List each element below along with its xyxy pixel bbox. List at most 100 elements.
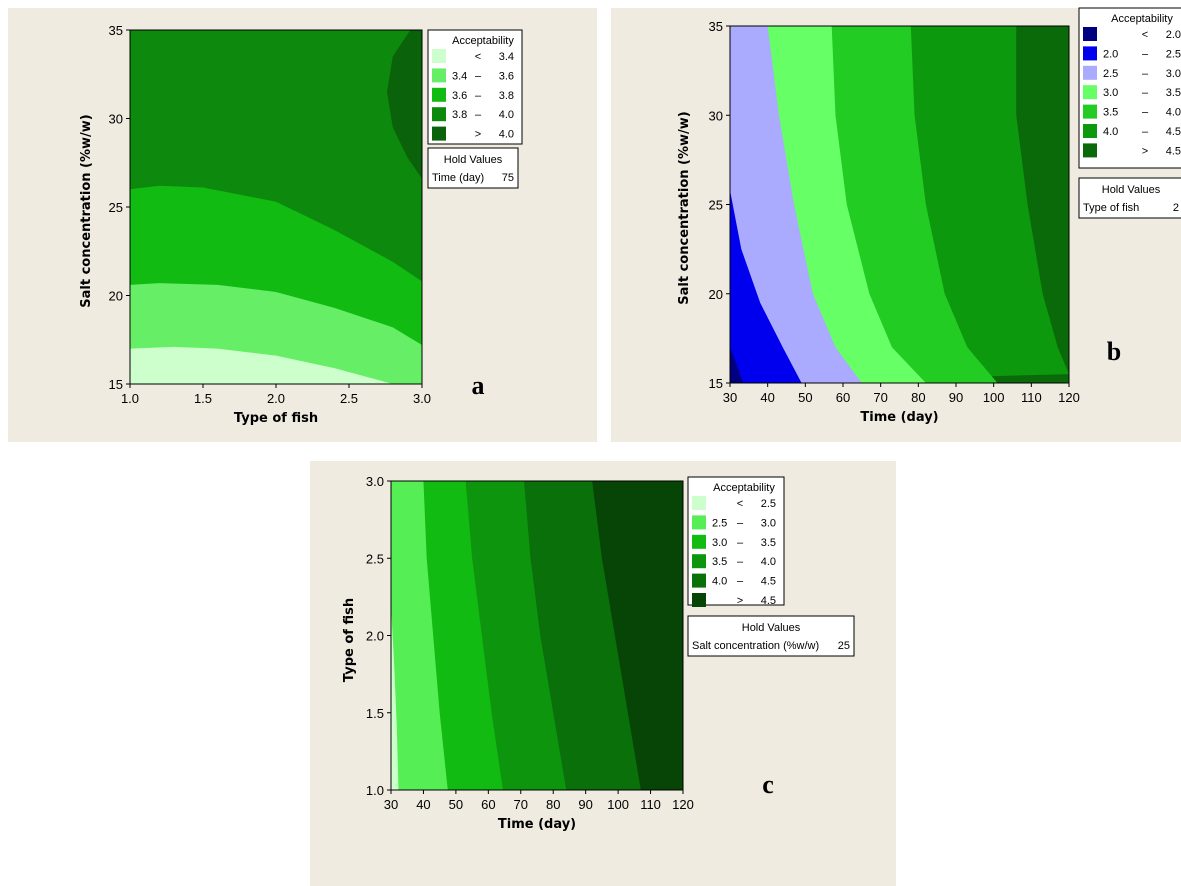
legend-sep: –	[1142, 87, 1149, 99]
legend-high: 3.5	[761, 537, 776, 549]
y-tick-label: 30	[109, 112, 123, 127]
y-tick-label: 1.0	[366, 783, 384, 798]
x-tick-label: 110	[640, 797, 661, 812]
legend-sep: –	[475, 90, 482, 102]
legend-low: 3.0	[712, 537, 727, 549]
legend-sep: <	[737, 498, 743, 510]
legend-swatch	[432, 87, 446, 102]
legend-swatch	[692, 593, 706, 607]
legend-low: 2.0	[1103, 48, 1118, 60]
hold-value-number: 25	[838, 640, 850, 652]
contour-plot-b: 30 40 50 60 70 80 90 100 110 120 15 20 25 30 35 Time (d…	[677, 7, 1181, 425]
legend-sep: –	[737, 556, 744, 568]
legend-high: 4.0	[499, 109, 514, 121]
legend-low: 3.0	[1103, 87, 1118, 99]
y-tick-label: 2.5	[366, 551, 384, 566]
panel-letter-label: a	[472, 371, 485, 400]
x-tick-label: 60	[481, 797, 495, 812]
legend-sep: –	[1142, 126, 1149, 138]
legend-sep: –	[475, 70, 482, 82]
y-tick-label: 25	[709, 198, 723, 213]
legend-sep: <	[475, 51, 481, 63]
contour-plot-c: 30 40 50 60 70 80 90 100 110 120 1.0 1.5 2.0 2.5 3.0 Ti…	[342, 474, 855, 832]
hold-value-label: Time (day)	[432, 172, 484, 184]
legend-swatch	[692, 515, 706, 530]
y-tick-label: 20	[709, 287, 723, 302]
legend-high: 3.4	[499, 51, 514, 63]
y-tick-label: 15	[109, 377, 123, 392]
contour-regions	[130, 30, 422, 384]
legend-high: 2.5	[1166, 48, 1181, 60]
legend-sep: –	[1142, 107, 1149, 119]
contour-region-1	[730, 347, 744, 383]
hold-value-number: 2	[1173, 202, 1179, 214]
legend-high: 2.0	[1166, 29, 1181, 41]
legend-low: 3.6	[452, 90, 467, 102]
x-tick-label: 80	[911, 390, 925, 405]
legend-low: 3.8	[452, 109, 467, 121]
contour-region-3	[730, 26, 862, 383]
x-tick-label: 110	[1021, 390, 1042, 405]
x-tick-label: 80	[546, 797, 560, 812]
legend-high: 4.5	[1166, 145, 1181, 157]
legend-high: 4.0	[761, 556, 776, 568]
legend-sep: >	[1142, 145, 1148, 157]
x-tick-label: 90	[578, 797, 592, 812]
y-tick-label: 1.5	[366, 706, 384, 721]
legend-swatch	[1083, 46, 1097, 61]
legend-swatch	[692, 534, 706, 549]
hold-values-box	[687, 615, 855, 657]
hold-values-title: Hold Values	[742, 622, 801, 634]
legend-low: 3.4	[452, 70, 467, 82]
y-tick-label: 3.0	[366, 474, 384, 489]
legend-high: 3.5	[1166, 87, 1181, 99]
legend-swatch	[1083, 27, 1097, 41]
legend-low: 3.5	[712, 556, 727, 568]
y-tick-label: 30	[709, 108, 723, 123]
legend-swatch	[432, 68, 446, 83]
hold-value-number: 75	[502, 172, 514, 184]
hold-values-title: Hold Values	[444, 154, 503, 166]
x-tick-label: 40	[760, 390, 774, 405]
legend-high: 3.0	[1166, 68, 1181, 80]
legend-swatch	[692, 496, 706, 510]
hold-values-title: Hold Values	[1102, 184, 1161, 196]
legend-high: 3.0	[761, 517, 776, 529]
x-tick-label: 60	[836, 390, 850, 405]
legend-high: 4.0	[499, 129, 514, 141]
x-tick-label: 100	[983, 390, 1005, 405]
contour-regions	[391, 481, 683, 790]
contour-region-1	[130, 346, 393, 384]
x-tick-label: 90	[949, 390, 963, 405]
legend-high: 4.5	[1166, 126, 1181, 138]
contour-plot-a: 1.0 1.5 2.0 2.5 3.0 15 20 25 30 35 Type of fish Sal…	[79, 23, 523, 426]
legend-swatch	[1083, 124, 1097, 138]
y-axis-label: Salt concentration (%w/w)	[79, 114, 94, 307]
legend-sep: –	[737, 537, 744, 549]
x-tick-label: 1.0	[121, 391, 139, 406]
x-tick-label: 40	[416, 797, 430, 812]
contour-region-2	[730, 190, 802, 383]
hold-value-label: Type of fish	[1083, 202, 1139, 214]
y-tick-label: 15	[709, 376, 723, 391]
hold-values-box	[427, 147, 519, 189]
x-axis-label: Type of fish	[234, 411, 318, 426]
legend-high: 4.5	[761, 595, 776, 607]
x-tick-label: 3.0	[413, 391, 431, 406]
legend-swatch	[1083, 85, 1097, 100]
y-tick-label: 2.0	[366, 629, 384, 644]
legend-swatch	[432, 126, 446, 141]
x-tick-label: 70	[873, 390, 887, 405]
legend-swatch	[432, 49, 446, 63]
legend-title: Acceptability	[713, 482, 775, 494]
legend-title: Acceptability	[452, 35, 514, 47]
x-tick-label: 30	[723, 390, 737, 405]
x-tick-label: 2.0	[267, 391, 285, 406]
chart-panel-c: 30 40 50 60 70 80 90 100 110 120 1.0 1.5 2.0 2.5 3.0 Ti…	[310, 461, 896, 886]
legend-swatch	[432, 107, 446, 122]
panel-letter-label: b	[1107, 337, 1121, 366]
legend-swatch	[1083, 65, 1097, 80]
hold-value-label: Salt concentration (%w/w)	[692, 640, 819, 652]
x-tick-label: 30	[384, 797, 398, 812]
legend-swatch	[692, 554, 706, 569]
